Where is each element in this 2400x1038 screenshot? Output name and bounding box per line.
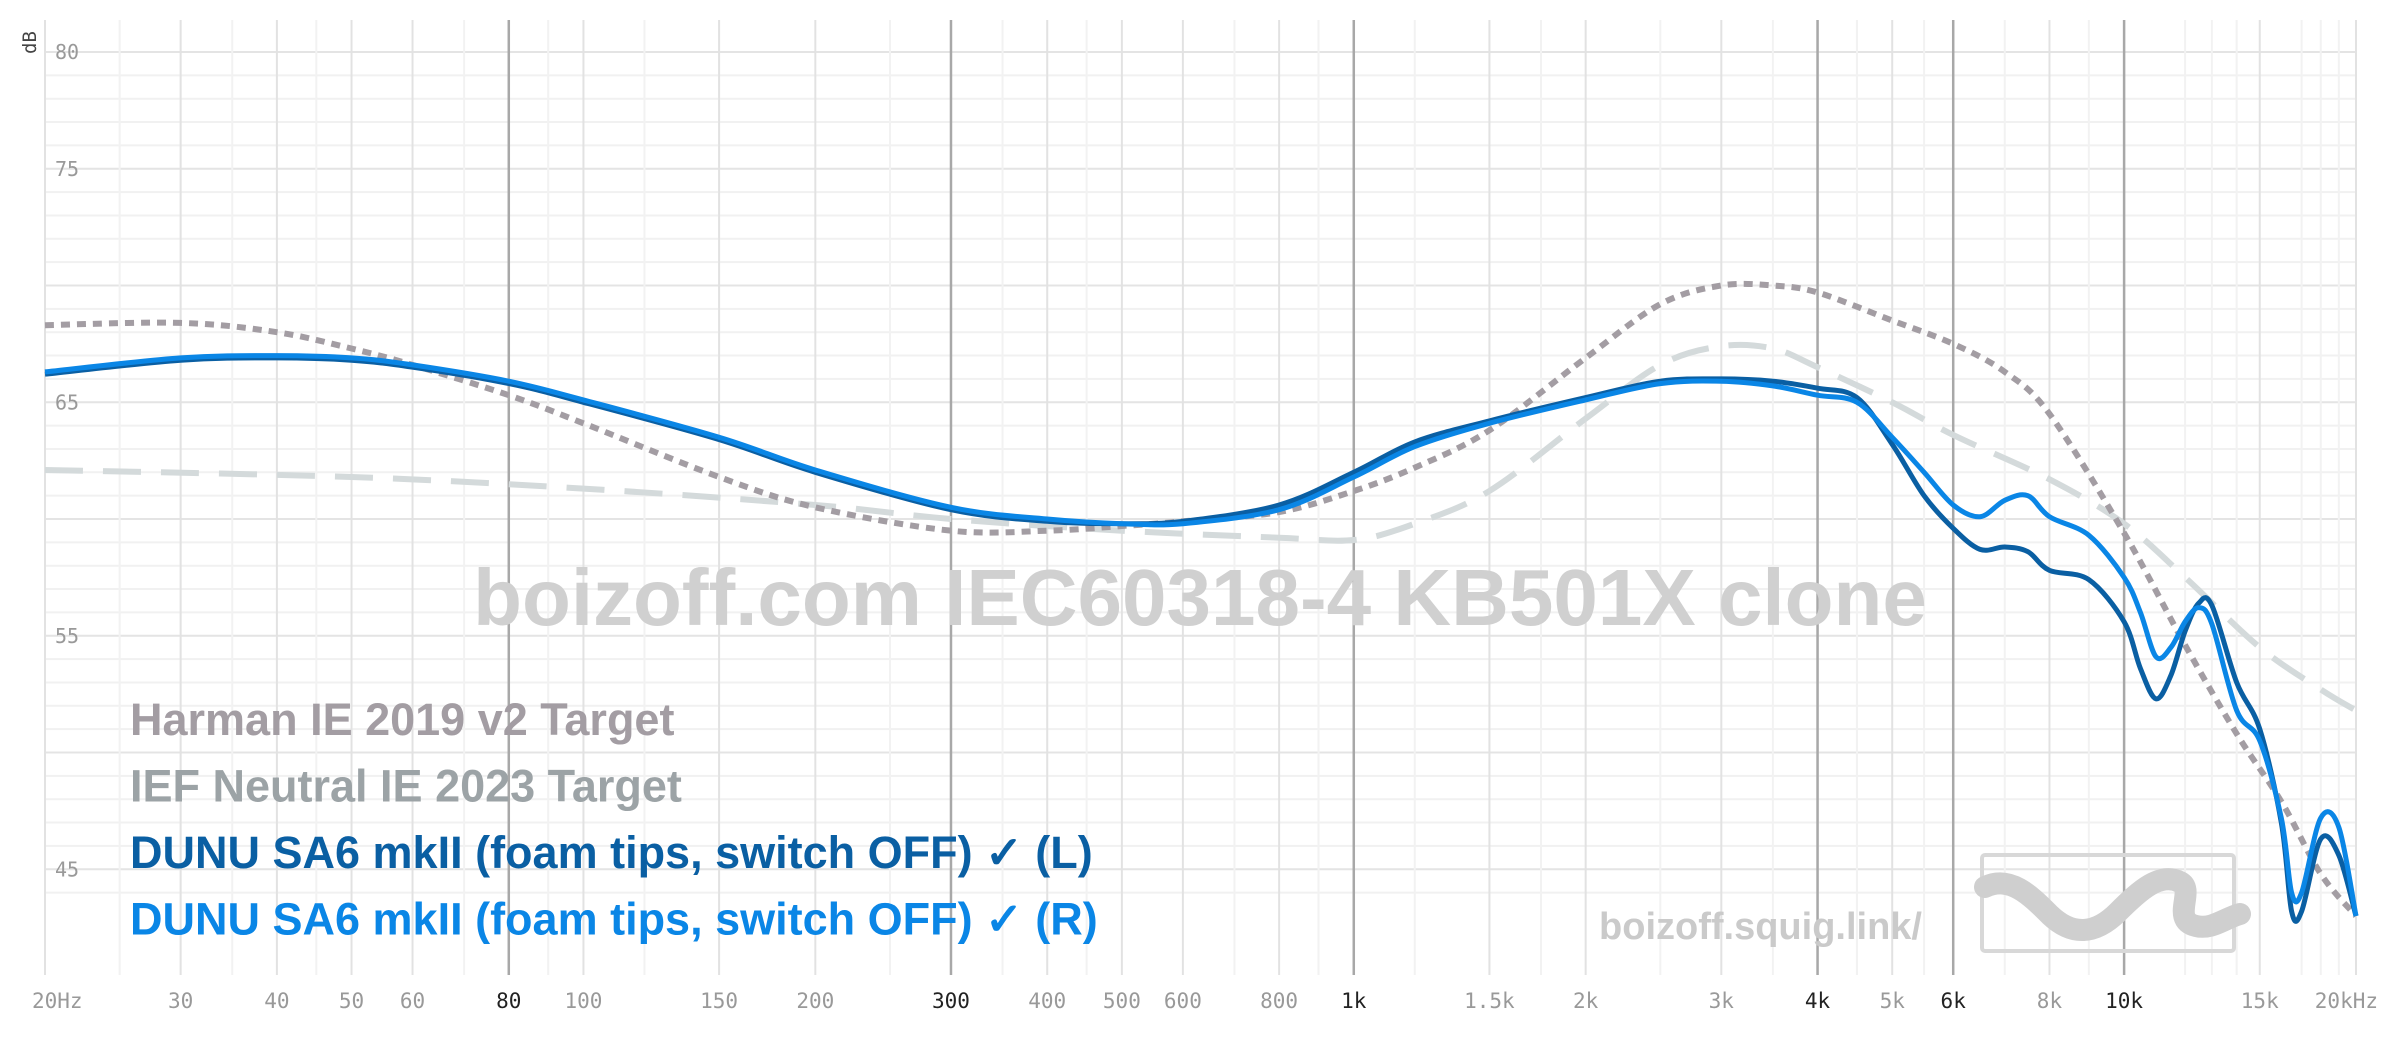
x-tick-label: 200 <box>796 989 834 1013</box>
x-tick-label: 30 <box>168 989 193 1013</box>
y-tick-label: 80 <box>55 40 79 64</box>
y-axis-ticks: 80 75 65 55 45 <box>55 40 79 881</box>
legend-entry-2: DUNU SA6 mkII (foam tips, switch OFF) ✓ … <box>130 827 1093 878</box>
watermark-text: boizoff.com IEC60318-4 KB501X clone <box>473 553 1927 642</box>
x-tick-label: 300 <box>932 989 970 1013</box>
grid <box>44 20 2357 975</box>
x-tick-label: 20Hz <box>32 989 83 1013</box>
x-tick-label: 1.5k <box>1464 989 1515 1013</box>
x-axis-ticks: 20Hz 30 40 50 60 80 100 150 200 300 400 500 600 800 1k… <box>32 989 2378 1013</box>
x-tick-label: 5k <box>1880 989 1906 1013</box>
x-tick-label: 3k <box>1709 989 1735 1013</box>
x-tick-label: 600 <box>1164 989 1202 1013</box>
x-tick-label: 1k <box>1341 989 1367 1013</box>
x-tick-label: 6k <box>1941 989 1967 1013</box>
legend: Harman IE 2019 v2 Target IEF Neutral IE 2… <box>130 694 1098 945</box>
x-tick-label: 15k <box>2241 989 2279 1013</box>
x-tick-label: 60 <box>400 989 425 1013</box>
legend-entry-1: IEF Neutral IE 2023 Target <box>130 761 682 812</box>
x-tick-label: 20kHz <box>2315 989 2378 1013</box>
y-tick-label: 65 <box>55 390 79 414</box>
y-axis-unit-label: dB <box>19 31 41 54</box>
x-tick-label: 80 <box>496 989 521 1013</box>
x-tick-label: 400 <box>1028 989 1066 1013</box>
y-tick-label: 45 <box>55 857 79 881</box>
x-tick-label: 500 <box>1103 989 1141 1013</box>
series-line-3 <box>44 353 2359 917</box>
series-line-1 <box>44 341 2358 714</box>
x-tick-label: 50 <box>339 989 364 1013</box>
x-tick-label: 8k <box>2037 989 2063 1013</box>
squiglink-logo <box>1974 853 2251 953</box>
y-tick-label: 75 <box>55 157 79 181</box>
x-tick-label: 40 <box>264 989 289 1013</box>
x-tick-label: 4k <box>1805 989 1831 1013</box>
x-tick-label: 150 <box>700 989 738 1013</box>
x-tick-label: 100 <box>564 989 602 1013</box>
x-tick-label: 2k <box>1573 989 1599 1013</box>
x-tick-label: 800 <box>1260 989 1298 1013</box>
series-layer <box>44 280 2359 924</box>
site-url-label: boizoff.squig.link/ <box>1599 906 1922 948</box>
series-line-0 <box>44 280 2359 918</box>
legend-entry-3: DUNU SA6 mkII (foam tips, switch OFF) ✓ … <box>130 894 1098 945</box>
x-tick-label: 10k <box>2105 989 2143 1013</box>
legend-entry-0: Harman IE 2019 v2 Target <box>130 694 674 745</box>
y-tick-label: 55 <box>55 624 79 648</box>
